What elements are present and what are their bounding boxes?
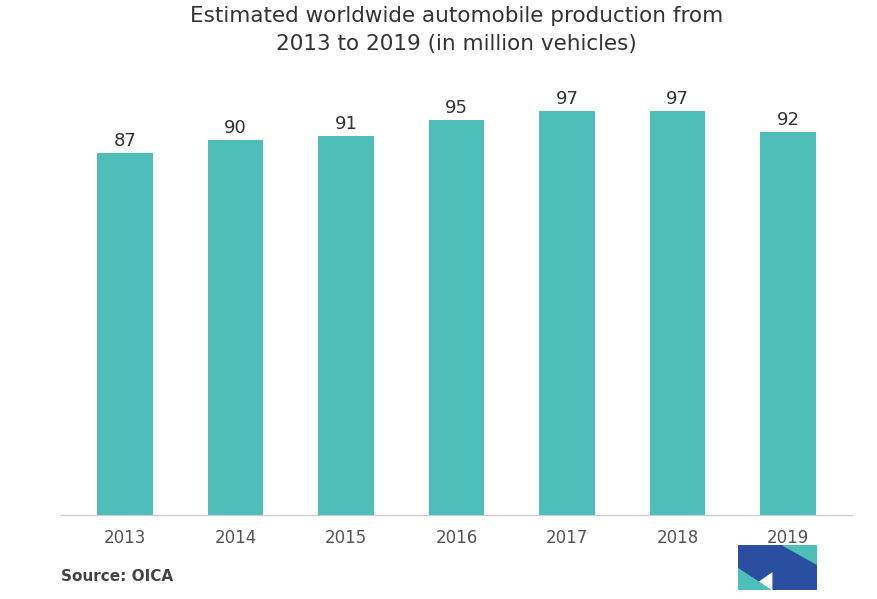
Bar bbox=[97, 153, 153, 515]
Bar bbox=[649, 111, 704, 515]
Bar bbox=[429, 120, 483, 515]
Text: 87: 87 bbox=[113, 132, 136, 150]
Text: Source: OICA: Source: OICA bbox=[61, 569, 174, 584]
Text: 92: 92 bbox=[776, 111, 799, 129]
Text: 97: 97 bbox=[555, 90, 578, 108]
Text: 90: 90 bbox=[224, 119, 246, 137]
Bar bbox=[208, 140, 263, 515]
Text: 91: 91 bbox=[334, 115, 357, 133]
Polygon shape bbox=[782, 545, 816, 564]
Polygon shape bbox=[737, 568, 770, 590]
Bar bbox=[318, 136, 374, 515]
Title: Estimated worldwide automobile production from
2013 to 2019 (in million vehicles: Estimated worldwide automobile productio… bbox=[189, 6, 723, 54]
Text: 97: 97 bbox=[666, 90, 688, 108]
Polygon shape bbox=[772, 545, 816, 590]
Bar bbox=[538, 111, 594, 515]
Text: 95: 95 bbox=[445, 99, 467, 117]
Polygon shape bbox=[737, 545, 781, 590]
Bar bbox=[759, 132, 815, 515]
